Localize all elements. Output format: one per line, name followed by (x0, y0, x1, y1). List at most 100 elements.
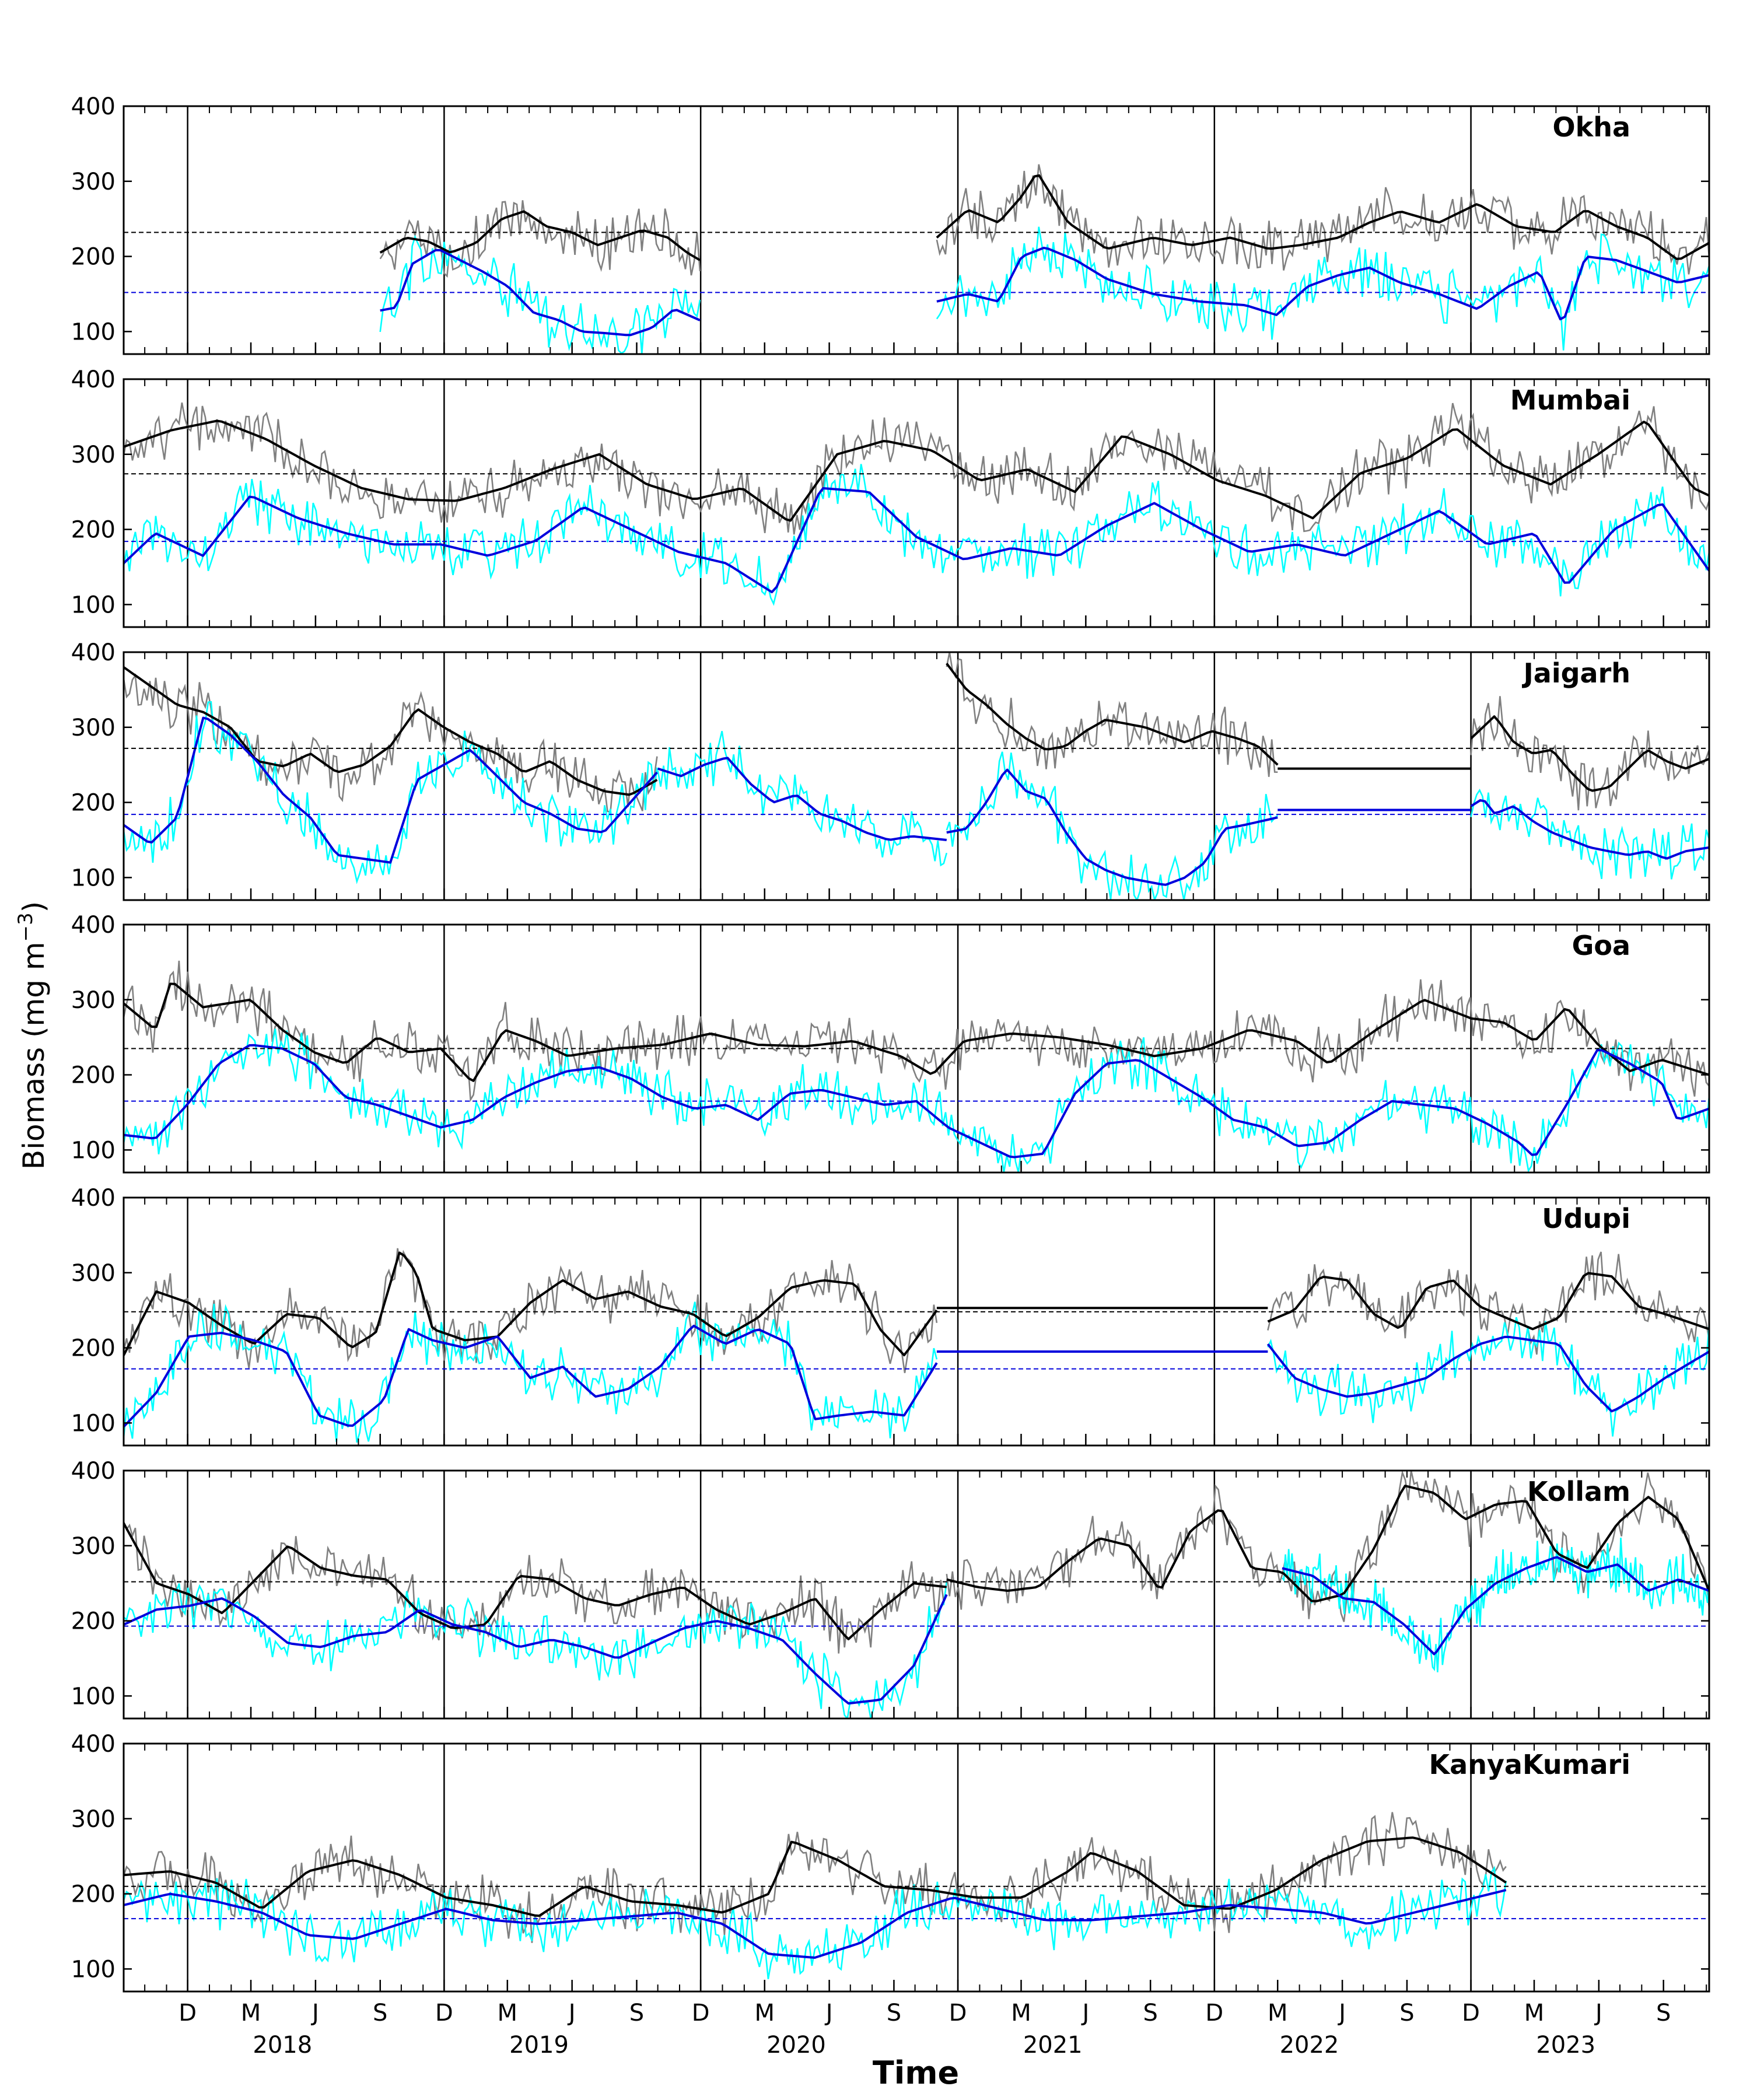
raw-low-series (124, 1028, 1709, 1172)
raw-low-series (124, 1581, 948, 1718)
y-tick-label: 400 (71, 912, 116, 939)
raw-high-series (936, 164, 1709, 275)
x-tick-label: D (435, 2000, 453, 2027)
panel-kanyakumari: 100 200 300 400 KanyaKumari (71, 1731, 1710, 1993)
series-group (379, 164, 1709, 354)
y-tick-label: 100 (71, 592, 116, 618)
raw-low-series (124, 701, 658, 884)
panel-title: Jaigarh (1522, 657, 1630, 689)
panel-udupi: 100 200 300 400 Udupi (71, 1185, 1710, 1447)
year-label: 2019 (509, 2032, 569, 2059)
raw-low-series (936, 226, 1709, 351)
smooth-low-series (124, 487, 1709, 593)
smooth-high-series (1470, 715, 1709, 792)
raw-high-series (124, 673, 658, 813)
y-tick-label: 200 (71, 517, 116, 544)
y-tick-label: 100 (71, 1410, 116, 1437)
smooth-low-series (936, 246, 1709, 321)
smooth-low-series (124, 1324, 938, 1428)
x-tick-label: M (1268, 2000, 1288, 2027)
x-tick-label: S (1656, 2000, 1671, 2027)
smooth-high-series (124, 1522, 947, 1640)
x-tick-label: M (755, 2000, 775, 2027)
panel-title: Mumbai (1510, 384, 1630, 416)
series-group (124, 652, 1709, 900)
y-tick-label: 200 (71, 1608, 116, 1635)
x-tick-label: M (1524, 2000, 1545, 2027)
smooth-high-series (379, 210, 701, 261)
panel-frame (123, 378, 1710, 628)
year-label: 2022 (1280, 2032, 1339, 2059)
smooth-high-series (946, 663, 1279, 766)
smooth-high-series (124, 1836, 1507, 1917)
y-tick-label: 200 (71, 790, 116, 817)
smooth-low-series (1470, 799, 1709, 860)
x-tick-label: J (1337, 2000, 1346, 2027)
y-tick-label: 200 (71, 244, 116, 271)
y-tick-label: 100 (71, 864, 116, 891)
series-group (124, 402, 1709, 606)
y-tick-label: 400 (71, 1458, 116, 1485)
y-tick-label: 300 (71, 1260, 116, 1287)
panel-goa: 100 200 300 400 Goa (71, 912, 1710, 1174)
x-tick-label: J (310, 2000, 319, 2027)
panel-frame (123, 923, 1710, 1174)
panel-title: KanyaKumari (1429, 1749, 1630, 1780)
panel-jaigarh: 100 200 300 400 Jaigarh (71, 639, 1710, 901)
y-tick-label: 300 (71, 1806, 116, 1833)
y-tick-label: 100 (71, 318, 116, 345)
y-tick-label: 300 (71, 987, 116, 1014)
year-label: 2018 (253, 2032, 312, 2059)
x-tick-label: S (1399, 2000, 1414, 2027)
y-tick-label: 200 (71, 1335, 116, 1362)
x-tick-label: M (1011, 2000, 1031, 2027)
x-tick-label: D (692, 2000, 710, 2027)
smooth-low-series (124, 716, 658, 864)
series-group (124, 1471, 1709, 1718)
y-axis-label-sup: −3 (14, 912, 37, 942)
smooth-low-series (1266, 1335, 1709, 1413)
x-tick-label: S (887, 2000, 901, 2027)
raw-low-series (124, 464, 1709, 606)
raw-low-series (946, 751, 1279, 900)
panel-title: Okha (1553, 111, 1631, 143)
y-tick-label: 100 (71, 1137, 116, 1164)
x-tick-label: M (498, 2000, 518, 2027)
y-tick-label: 300 (71, 715, 116, 741)
panels-group: 100 200 300 400 Okha 100 200 300 400 Mumbai 100 200… (71, 93, 1710, 2059)
raw-high-series (1470, 696, 1709, 811)
y-tick-label: 400 (71, 366, 116, 393)
panel-frame (123, 105, 1710, 355)
x-tick-label: M (241, 2000, 261, 2027)
panel-title: Kollam (1527, 1476, 1630, 1507)
smooth-low-series (124, 1889, 1507, 1959)
y-tick-label: 400 (71, 1185, 116, 1212)
series-group (124, 1248, 1709, 1443)
smooth-high-series (936, 174, 1709, 260)
smooth-low-series (657, 757, 947, 841)
raw-low-series (124, 1866, 1507, 1979)
smooth-low-series (380, 249, 701, 337)
y-tick-label: 200 (71, 1881, 116, 1908)
year-label: 2021 (1023, 2032, 1083, 2059)
panel-kollam: 100 200 300 400 Kollam (71, 1458, 1710, 1720)
raw-low-series (657, 730, 948, 867)
y-tick-label: 200 (71, 1062, 116, 1089)
y-tick-label: 400 (71, 93, 116, 120)
smooth-high-series (124, 982, 1709, 1082)
y-tick-label: 300 (71, 1533, 116, 1560)
raw-high-series (124, 960, 1709, 1102)
y-tick-label: 300 (71, 442, 116, 468)
smooth-low-series (124, 1594, 948, 1705)
x-tick-label: D (178, 2000, 197, 2027)
panel-mumbai: 100 200 300 400 Mumbai (71, 366, 1710, 628)
panel-frame (123, 651, 1710, 901)
y-tick-label: 400 (71, 639, 116, 666)
panel-frame (123, 1469, 1710, 1720)
raw-high-series (946, 652, 1278, 777)
x-tick-label: D (949, 2000, 967, 2027)
raw-low-series (1281, 1537, 1709, 1672)
x-axis-label: Time (873, 2054, 959, 2091)
x-tick-label: D (1462, 2000, 1480, 2027)
